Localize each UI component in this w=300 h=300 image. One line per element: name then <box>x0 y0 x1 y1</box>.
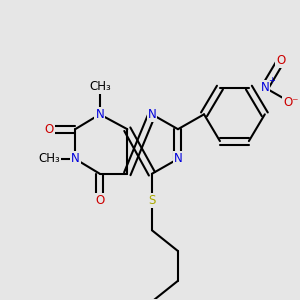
Text: O: O <box>44 123 54 136</box>
Text: N: N <box>260 81 269 94</box>
Text: O: O <box>95 194 104 207</box>
Text: N: N <box>95 108 104 121</box>
Text: O: O <box>276 54 285 67</box>
Text: S: S <box>148 194 156 207</box>
Text: CH₃: CH₃ <box>89 80 111 93</box>
Text: O⁻: O⁻ <box>283 96 298 109</box>
Text: N: N <box>71 152 80 165</box>
Text: N: N <box>174 152 182 165</box>
Text: CH₃: CH₃ <box>38 152 60 165</box>
Text: +: + <box>268 76 275 85</box>
Text: N: N <box>148 108 156 121</box>
Text: N: N <box>260 81 269 94</box>
